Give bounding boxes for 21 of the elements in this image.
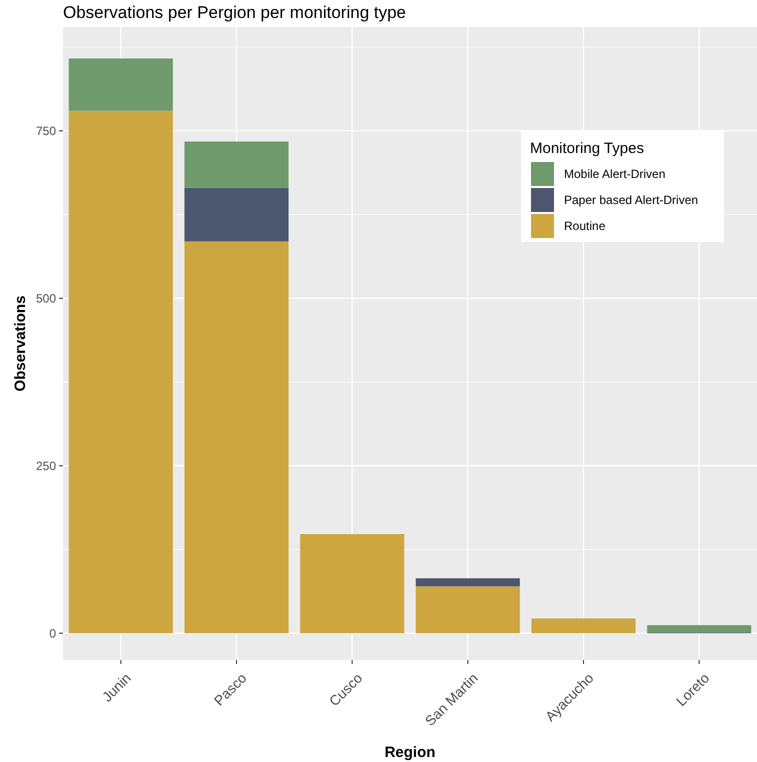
bar bbox=[416, 586, 520, 634]
legend-label: Mobile Alert-Driven bbox=[564, 167, 666, 182]
legend-title: Monitoring Types bbox=[530, 140, 644, 157]
bar bbox=[416, 578, 520, 586]
bar bbox=[531, 618, 636, 634]
y-tick-label: 750 bbox=[36, 124, 56, 138]
legend-label: Routine bbox=[564, 219, 606, 234]
legend-label: Paper based Alert-Driven bbox=[564, 193, 698, 208]
bar bbox=[68, 110, 173, 634]
bar bbox=[184, 142, 289, 188]
y-tick-label: 250 bbox=[36, 458, 56, 473]
bar bbox=[647, 625, 752, 633]
chart-title: Observations per Pergion per monitoring type bbox=[63, 3, 406, 22]
bar bbox=[68, 58, 173, 111]
y-axis-title: Observations bbox=[12, 296, 29, 392]
bar bbox=[184, 188, 289, 242]
bar bbox=[184, 241, 289, 634]
y-tick-label: 500 bbox=[36, 291, 56, 306]
x-axis-title: Region bbox=[384, 744, 436, 761]
bar bbox=[300, 534, 404, 634]
y-tick-label: 0 bbox=[49, 626, 56, 640]
